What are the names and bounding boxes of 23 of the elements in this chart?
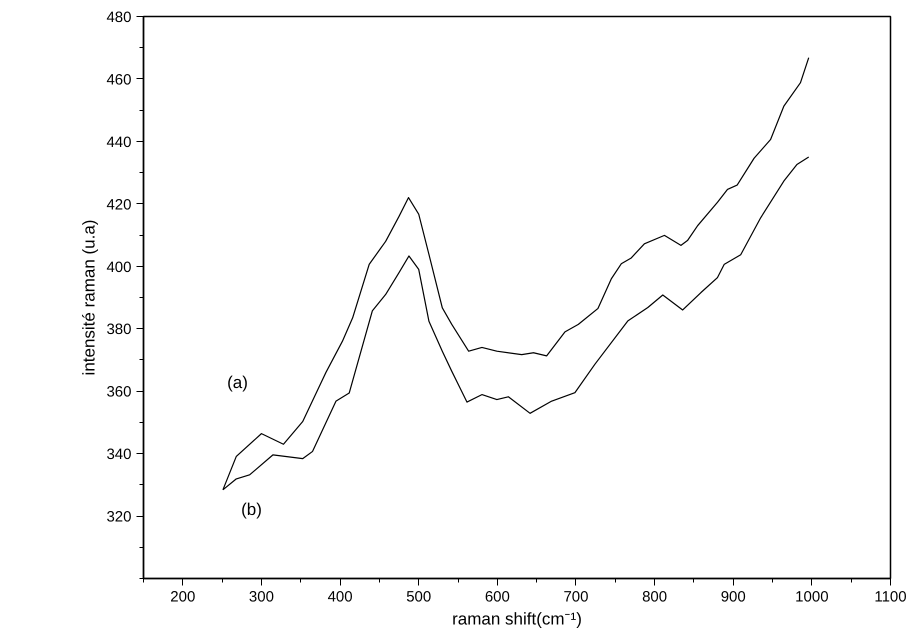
y-tick-label: 440 xyxy=(106,134,132,151)
y-tick-label: 380 xyxy=(106,321,132,338)
x-tick-label: 600 xyxy=(484,588,510,606)
y-tick-label: 320 xyxy=(106,508,132,526)
annotation: (b) xyxy=(241,500,262,519)
x-tick-label: 400 xyxy=(328,588,353,606)
annotation: (a) xyxy=(227,373,248,392)
x-tick-label: 500 xyxy=(406,588,432,606)
y-tick-label: 460 xyxy=(106,71,132,88)
x-tick-label: 1100 xyxy=(874,588,907,606)
x-tick-label: 1000 xyxy=(795,588,829,606)
x-tick-label: 700 xyxy=(563,588,588,606)
y-tick-label: 480 xyxy=(106,9,132,26)
y-tick-label: 360 xyxy=(106,384,132,401)
x-tick-label: 300 xyxy=(248,588,274,606)
x-tick-label: 800 xyxy=(642,588,668,606)
y-tick-label: 340 xyxy=(106,446,132,464)
x-tick-label: 200 xyxy=(170,588,196,606)
y-axis-title: intensité raman (u.a) xyxy=(79,220,98,376)
y-tick-label: 400 xyxy=(106,258,132,276)
x-axis-title: raman shift(cm⁻¹) xyxy=(452,610,582,628)
y-tick-label: 420 xyxy=(106,196,132,214)
x-tick-label: 900 xyxy=(720,588,746,606)
